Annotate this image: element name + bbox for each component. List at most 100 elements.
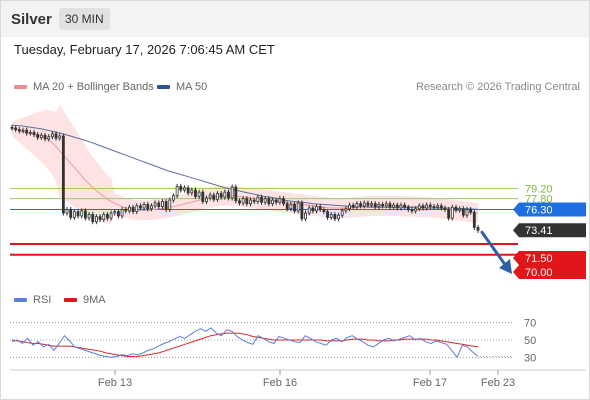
candle [212,194,216,200]
candle [252,199,256,202]
ma20-swatch [14,85,27,89]
candle [69,209,73,218]
legend-rsi: RSI [14,294,51,306]
legend-ma20-label: MA 20 + Bollinger Bands [33,81,154,93]
candle [87,214,91,219]
candle [256,196,260,202]
candle [359,203,362,207]
candle [197,191,201,197]
candle [296,202,300,212]
candle [414,208,418,212]
candle [392,204,396,208]
candle [241,198,245,204]
candle [98,216,102,220]
timeframe-badge[interactable]: 30 MIN [59,8,110,30]
candle [208,194,212,199]
candle [238,200,241,204]
candle [65,209,69,214]
level-tag-text-73.41: 73.41 [525,225,553,237]
candle [216,193,219,200]
candle [399,204,403,209]
candle [179,185,183,191]
candle [128,206,131,212]
candle [432,206,436,208]
candle [318,206,322,210]
candle [439,205,443,209]
datetime-label: Tuesday, February 17, 2026 7:06:45 AM CE… [14,42,275,57]
candle [285,203,289,210]
candle [461,208,465,216]
candle [72,211,76,218]
candle [205,197,208,202]
candle [219,193,223,198]
symbol-title: Silver [11,11,52,28]
x-tick-label: Feb 17 [413,377,447,389]
forecast-arrow-shaft [480,230,508,268]
candle [447,209,451,219]
candle [417,205,421,210]
candle [282,198,285,205]
level-label-79.20: 79.20 [525,184,553,196]
candle [47,136,51,140]
candle [164,201,168,210]
rsi-tick-70: 70 [524,318,536,330]
candle [175,185,179,197]
level-tag-70.00 [513,265,586,279]
candle [344,208,348,212]
candle [425,204,429,209]
candle [366,202,370,206]
candle [131,206,135,212]
candle [227,191,230,199]
candle [329,214,333,218]
candle [17,129,21,132]
candle [76,211,80,217]
candle [458,208,462,211]
candle [157,202,161,207]
candle [388,203,392,208]
candle [43,134,47,140]
candle [94,216,98,223]
candle [135,205,139,212]
rsi-tick-30: 30 [524,352,536,364]
candle [274,199,278,203]
candle [153,202,157,207]
candle [322,209,326,213]
candle [61,135,65,214]
candle [333,214,337,220]
level-tag-text-71.50: 71.50 [525,253,553,265]
candle [105,214,109,219]
candle [450,206,454,219]
candle [377,203,381,207]
candle [278,198,282,203]
candle [36,134,40,138]
candle [351,204,355,208]
candle [194,189,197,197]
candle [168,199,172,210]
candle [293,203,296,212]
candle [102,214,106,220]
candle [10,126,14,129]
candle [223,191,227,198]
candle [337,214,340,220]
candle [436,205,440,208]
bollinger-band [12,104,478,224]
candle [14,127,18,130]
candle [307,207,311,214]
candle [370,203,373,206]
legend-rsi-label: RSI [33,294,52,306]
candle [109,212,113,219]
candle [50,133,54,138]
candle [190,189,194,194]
rsi-ma-swatch [64,298,77,302]
candle [172,195,175,201]
candle [183,187,186,191]
candle [201,191,205,202]
candle [348,204,351,210]
ma50-swatch [157,85,170,89]
candle [469,209,473,213]
candles-group [10,124,480,233]
candle [340,210,344,216]
legend-rsi-ma-label: 9MA [83,294,106,306]
candle [355,203,359,208]
